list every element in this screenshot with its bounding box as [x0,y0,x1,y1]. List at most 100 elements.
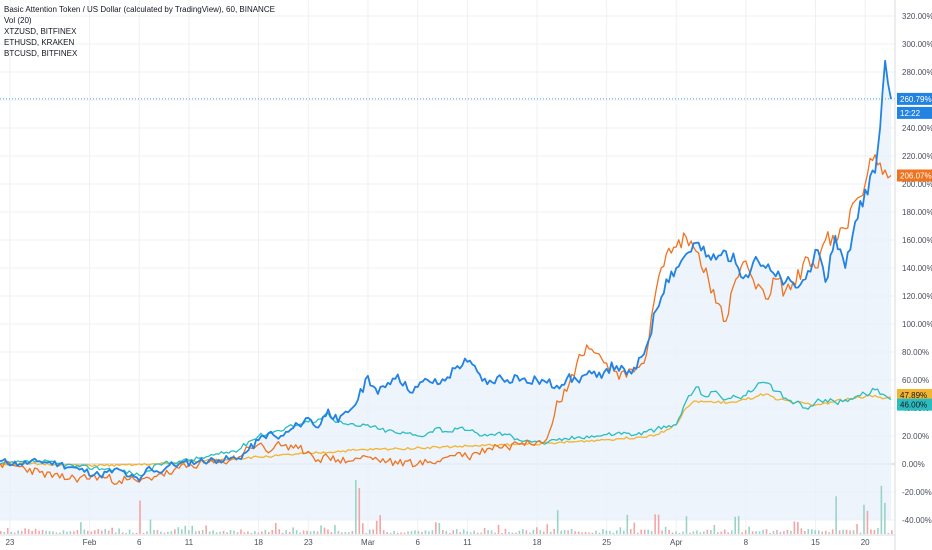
volume-bar [696,530,698,534]
x-tick-label: 8 [744,538,749,547]
volume-bar [529,532,531,534]
volume-bar [170,531,173,534]
price-badges: 260.79% 12:22 206.07% 47.89%46.00% [897,92,932,411]
x-axis[interactable]: 23 Feb 6 11 18 23 Mar 6 11 18 25 Apr 8 15 20 [0,534,895,547]
volume-bar [539,530,542,534]
volume-bar [424,530,427,534]
volume-bar [34,528,37,534]
x-tick-label: 6 [415,538,420,547]
volume-bar [243,532,246,534]
volume-bar [80,522,82,534]
volume-bar [3,532,6,534]
legend-compare-eth[interactable]: ETHUSD, KRAKEN [4,38,75,47]
volume-bar [107,530,110,534]
volume-bar [685,516,688,534]
volume-bar [713,525,716,534]
volume-bar [389,532,392,534]
volume-bar [595,530,597,534]
y-tick-label: 320.00% [902,12,932,21]
volume-bar [609,530,611,534]
y-tick-label: 160.00% [902,236,932,245]
volume-bar [222,530,225,534]
volume-bar [522,529,524,534]
y-tick-label: -40.00% [902,516,932,525]
badge-xtz-bg [897,169,932,182]
y-tick-label: 140.00% [902,264,932,273]
badge-time: 12:22 [900,109,921,118]
volume-bar [556,510,559,534]
legend-compare-btc[interactable]: BTCUSD, BITFINEX [4,49,78,58]
volume-bar [348,532,350,534]
volume-bar [375,520,378,534]
x-tick-label: 18 [254,538,263,547]
volume-bar [668,529,670,534]
volume-bar [167,531,169,534]
volume-bar [577,531,580,534]
volume-bar [751,531,754,534]
volume-bar [480,532,482,534]
volume-bar [866,510,869,534]
volume-bar [504,529,507,534]
volume-bar [302,530,305,534]
volume-bar [118,528,120,534]
volume-bar [790,530,792,534]
volume-bar [132,532,134,534]
volume-bar [160,531,162,534]
volume-bar [368,529,371,534]
volume-bar [229,530,232,534]
volume-bar [219,531,221,534]
volume-bar [334,525,336,534]
volume-bar [226,532,228,534]
volume-bar [877,528,879,534]
volume-bar [783,531,785,534]
volume-layer [0,479,893,534]
volume-bar [800,528,803,534]
volume-bar [365,532,368,534]
volume-bar [327,529,329,534]
legend-volume[interactable]: Vol (20) [4,16,32,25]
volume-bar [720,531,723,534]
volume-bar [59,532,61,534]
volume-bar [6,527,9,534]
legend-compare-xtz[interactable]: XTZUSD, BITFINEX [4,27,77,36]
x-tick-label: 23 [304,538,313,547]
volume-bar [821,531,824,534]
volume-bar [205,525,207,534]
volume-bar [337,530,340,534]
volume-bar [584,531,587,534]
volume-bar [703,531,705,534]
volume-bar [532,529,535,534]
volume-bar [393,530,395,534]
y-tick-label: 20.00% [902,432,929,441]
volume-bar [497,524,500,534]
y-tick-label: 120.00% [902,292,932,301]
volume-bar [184,525,187,534]
volume-bar [776,529,778,534]
x-tick-label: 11 [185,538,194,547]
volume-bar [66,531,68,534]
volume-bar [591,532,594,534]
volume-bar [264,529,267,534]
volume-bar [563,529,566,534]
x-tick-label: 25 [602,538,611,547]
volume-bar [17,530,20,534]
legend-main-title[interactable]: Basic Attention Token / US Dollar (calcu… [4,5,275,14]
series-line-xtz [0,153,892,485]
volume-bar [428,531,430,534]
volume-bar [442,530,444,534]
volume-bar [633,522,636,534]
volume-bar [386,532,388,534]
volume-bar [710,530,712,534]
badge-xtz: 206.07% [900,172,932,181]
y-axis[interactable]: -40.00%-20.00%0.00%20.00%40.00%60.00%80.… [894,0,932,550]
volume-bar [887,532,890,534]
x-tick-label: Feb [83,538,97,547]
volume-bar [261,531,263,534]
volume-bar [341,532,343,534]
volume-bar [330,532,333,534]
volume-bar [605,530,608,534]
volume-bar [233,530,235,534]
volume-bar [10,531,13,534]
